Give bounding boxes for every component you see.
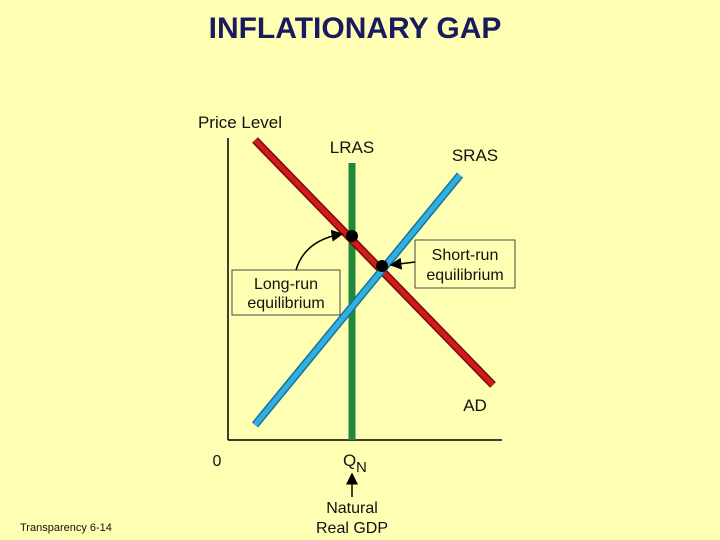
long-run-point xyxy=(346,230,358,242)
y-axis-label: Price Level xyxy=(198,113,282,132)
title: INFLATIONARY GAP xyxy=(209,12,502,45)
ad-label: AD xyxy=(463,396,487,415)
short-run-box xyxy=(414,239,516,289)
lras-label: LRAS xyxy=(330,138,374,157)
long-run-box xyxy=(231,269,341,316)
short-run-point xyxy=(376,260,388,272)
quantity-subscript: N xyxy=(356,459,367,476)
origin-label: 0 xyxy=(213,453,222,470)
long-run-text: equilibrium xyxy=(247,295,324,312)
sras-line xyxy=(253,173,462,427)
long-run-arrow xyxy=(295,229,344,271)
quantity-label: Q xyxy=(343,451,356,470)
ad-line xyxy=(253,138,495,387)
quantity-note: Real GDP xyxy=(316,520,388,537)
quantity-note: Natural xyxy=(326,500,378,517)
long-run-text: Long-run xyxy=(254,276,318,293)
short-run-arrow xyxy=(389,257,416,270)
footer: Transparency 6-14 xyxy=(20,522,112,534)
sras-label: SRAS xyxy=(452,146,498,165)
short-run-text: Short-run xyxy=(432,247,499,264)
short-run-text: equilibrium xyxy=(426,267,503,284)
